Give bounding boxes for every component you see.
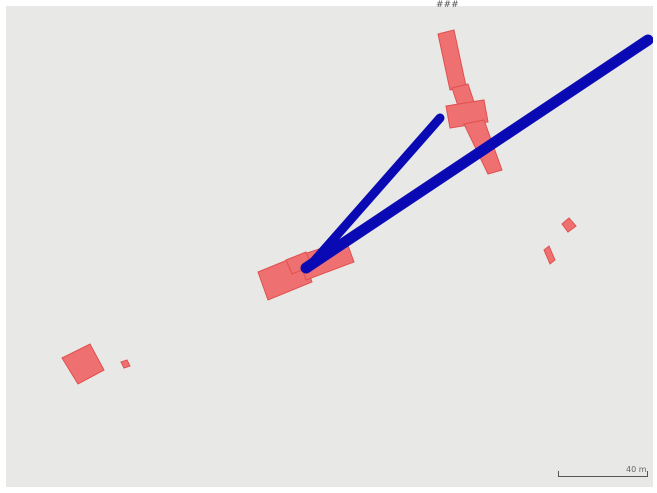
building[interactable] xyxy=(437,29,467,91)
scale-bar-tick-left xyxy=(558,471,559,477)
scale-bar-label: 40 m xyxy=(626,465,647,474)
scale-bar: 40 m xyxy=(554,464,653,482)
building[interactable] xyxy=(561,217,577,233)
building[interactable] xyxy=(61,343,105,385)
route-line-long[interactable] xyxy=(300,34,653,274)
map-canvas[interactable]: 40 m xyxy=(6,6,653,487)
map-layer xyxy=(61,29,653,385)
building[interactable] xyxy=(120,359,131,369)
buildings-layer xyxy=(61,29,577,385)
route-layer xyxy=(300,34,653,274)
scale-bar-tick-right xyxy=(647,471,648,477)
map-top-label: ### xyxy=(436,0,459,10)
building[interactable] xyxy=(543,245,556,265)
scale-bar-line xyxy=(558,476,648,477)
route-line-short[interactable] xyxy=(303,113,445,273)
